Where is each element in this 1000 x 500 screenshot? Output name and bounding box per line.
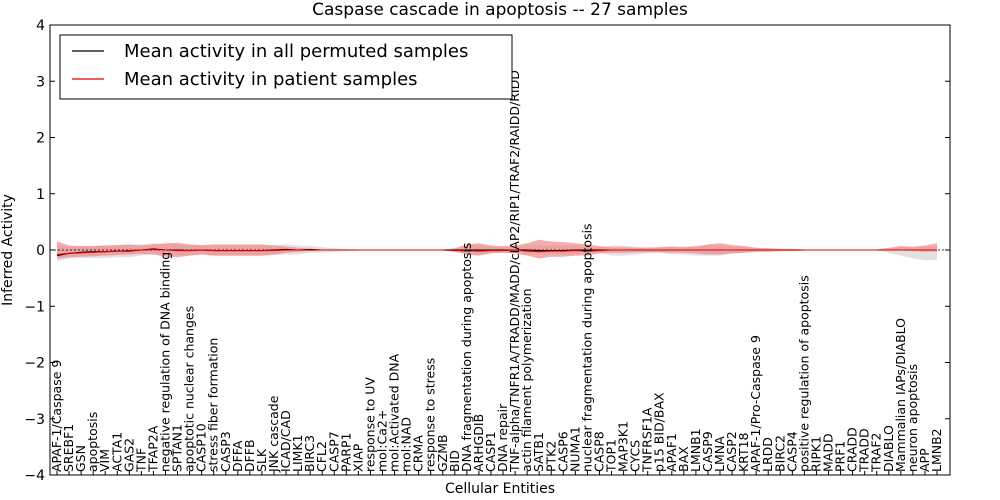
x-category-label: p15 BID/BAX bbox=[652, 392, 667, 472]
y-tick-label: −3 bbox=[24, 412, 45, 428]
x-category-label: KRT18 bbox=[736, 432, 751, 472]
x-category-label: mol:Activated DNA bbox=[387, 353, 402, 472]
x-category-label: response to stress bbox=[423, 358, 438, 472]
x-category-label: APAF1 bbox=[664, 433, 679, 472]
series-line-patient bbox=[56, 248, 937, 256]
x-category-label: TNFRSF1A bbox=[640, 407, 655, 473]
x-category-label: DNA repair bbox=[495, 403, 510, 472]
x-category-label: actin filament polymerization bbox=[519, 288, 534, 472]
x-category-label: TRADD bbox=[857, 428, 872, 473]
x-category-label: VIM bbox=[97, 449, 112, 472]
x-category-label: CASP9 bbox=[700, 431, 715, 472]
x-category-label: mol:NAD bbox=[399, 417, 414, 472]
x-category-label: LMNA bbox=[712, 436, 727, 472]
x-category-label: CRADD bbox=[845, 427, 860, 472]
x-category-label: CASP6 bbox=[555, 431, 570, 472]
x-category-label: ARHGDIB bbox=[471, 414, 486, 472]
x-category-label: JNK cascade bbox=[266, 395, 281, 473]
legend-box bbox=[59, 34, 513, 100]
x-category-label: SPTAN1 bbox=[170, 424, 185, 472]
x-category-label: CYCS bbox=[628, 440, 643, 472]
x-category-label: ACTA1 bbox=[109, 432, 124, 472]
x-category-label: CRMA bbox=[411, 435, 426, 472]
x-category-label: response to UV bbox=[362, 377, 377, 472]
confidence-bands bbox=[57, 239, 937, 262]
x-category-label: BIRC2 bbox=[772, 435, 787, 472]
x-category-label: CASP4 bbox=[784, 431, 799, 472]
x-category-label: LMNB2 bbox=[929, 428, 944, 472]
x-category-label: apoptotic nuclear changes bbox=[182, 306, 197, 472]
y-tick-label: 3 bbox=[36, 74, 45, 90]
x-category-label: BIRC3 bbox=[302, 435, 317, 472]
x-category-label: GAS2 bbox=[121, 438, 136, 472]
x-category-label: PTK2 bbox=[543, 441, 558, 472]
x-category-label: GSN bbox=[73, 445, 88, 472]
x-category-label: MAP3K1 bbox=[616, 421, 631, 472]
x-category-label: XIAP bbox=[350, 443, 365, 472]
legend-label-permuted: Mean activity in all permuted samples bbox=[124, 41, 468, 62]
x-category-label: CASP3 bbox=[218, 431, 233, 472]
x-category-label: stress fiber formation bbox=[206, 338, 221, 472]
x-category-label: negative regulation of DNA binding bbox=[157, 252, 172, 472]
x-category-label: CASP7 bbox=[326, 431, 341, 472]
x-category-label: CASP2 bbox=[724, 431, 739, 472]
y-tick-label: −2 bbox=[24, 356, 45, 372]
x-category-label: TNF bbox=[133, 448, 148, 473]
y-tick-label: 0 bbox=[36, 243, 45, 259]
x-category-label: LMNB1 bbox=[688, 428, 703, 472]
series-lines bbox=[56, 248, 937, 257]
x-category-label: apoptosis bbox=[85, 412, 100, 472]
x-category-label: nuclear fragmentation during apoptosis bbox=[579, 223, 594, 472]
x-category-label: TNF-alpha/TNFR1A/TRADD/MADD/cIAP2/RIP1/T… bbox=[507, 70, 522, 473]
x-category-label: APAF-1/Pro-Caspase 9 bbox=[748, 335, 763, 472]
x-category-label: SREBF1 bbox=[61, 424, 76, 472]
x-category-label: TRAF2 bbox=[869, 432, 884, 473]
x-category-label: CFL2 bbox=[314, 441, 329, 472]
x-category-label: APP bbox=[917, 448, 932, 472]
y-tick-label: 4 bbox=[36, 18, 45, 34]
x-category-label: DNA fragmentation during apoptosis bbox=[459, 243, 474, 472]
chart-title: Caspase cascade in apoptosis -- 27 sampl… bbox=[312, 0, 688, 20]
x-category-label: TOP1 bbox=[604, 439, 619, 473]
x-category-label: BID bbox=[447, 450, 462, 472]
x-category-label: DFFA bbox=[230, 440, 245, 472]
x-category-label: MADD bbox=[821, 433, 836, 472]
x-category-label: PARP1 bbox=[338, 433, 353, 472]
x-category-label: SATB1 bbox=[531, 432, 546, 472]
x-category-label: positive regulation of apoptosis bbox=[796, 275, 811, 472]
band-patient bbox=[57, 239, 937, 259]
x-axis-title: Cellular Entities bbox=[445, 481, 555, 497]
x-category-label: TFAP2A bbox=[145, 425, 160, 473]
x-category-label: NUMA1 bbox=[567, 426, 582, 472]
x-category-label: CASP1 bbox=[483, 431, 498, 472]
x-category-label: neuron apoptosis bbox=[905, 364, 920, 472]
x-category-label: Mammalian IAPs/DIABLO bbox=[893, 318, 908, 472]
x-category-label: SLK bbox=[254, 448, 269, 472]
x-category-label: LRDD bbox=[760, 437, 775, 472]
y-axis-title: Inferred Activity bbox=[0, 194, 16, 306]
x-category-label: ICAD/CAD bbox=[278, 410, 293, 472]
y-tick-label: 2 bbox=[36, 131, 45, 147]
x-category-label: RIPK1 bbox=[808, 436, 823, 472]
x-category-label: DIABLO bbox=[881, 425, 896, 472]
y-tick-label: −1 bbox=[24, 299, 45, 315]
x-axis-labels: APAF-1/Caspase 9SREBF1GSNapoptosisVIMACT… bbox=[49, 70, 944, 475]
x-category-label: CASP8 bbox=[591, 431, 606, 472]
y-axis-ticks: −4 −3 −2 −1 0 1 2 3 4 bbox=[24, 18, 950, 484]
legend-label-patient: Mean activity in patient samples bbox=[124, 69, 418, 90]
x-category-label: BAX bbox=[676, 446, 691, 472]
x-category-label: PRF1 bbox=[833, 441, 848, 472]
x-category-label: DFFB bbox=[242, 439, 257, 472]
x-category-label: CASP10 bbox=[194, 423, 209, 472]
x-category-label: GZMB bbox=[435, 434, 450, 472]
x-category-label: LIMK1 bbox=[290, 434, 305, 472]
x-category-label: mol:Ca2+ bbox=[374, 410, 389, 472]
x-category-label: APAF-1/Caspase 9 bbox=[49, 360, 64, 472]
legend: Mean activity in all permuted samples Me… bbox=[59, 34, 513, 100]
y-tick-label: 1 bbox=[36, 187, 45, 203]
y-tick-label: −4 bbox=[24, 468, 45, 484]
